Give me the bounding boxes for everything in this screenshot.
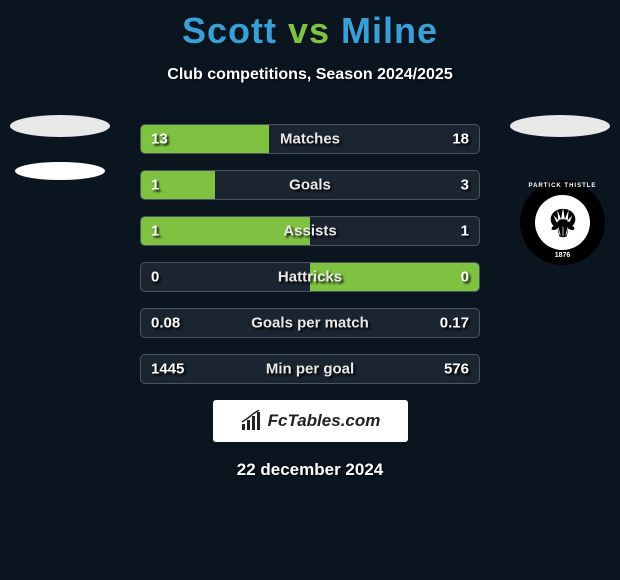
stat-row: 13 Matches 18	[140, 124, 480, 154]
stats-container: 13 Matches 18 1 Goals 3 1 Assists 1 0 Hattricks 0 0.…	[140, 124, 480, 384]
comparison-title: Scott vs Milne	[0, 0, 620, 52]
thistle-icon	[544, 204, 582, 242]
stat-value-right: 0	[461, 269, 469, 286]
vs-text: vs	[288, 10, 330, 51]
chart-icon	[240, 410, 262, 432]
stat-label: Matches	[280, 131, 340, 148]
stat-value-left: 0	[151, 269, 159, 286]
player1-name: Scott	[182, 10, 277, 51]
stat-value-right: 1	[461, 223, 469, 240]
stat-value-left: 0.08	[151, 315, 180, 332]
club-badge: PARTICK THISTLE 1876	[520, 180, 605, 265]
stat-value-left: 1	[151, 177, 159, 194]
player2-name: Milne	[341, 10, 438, 51]
placeholder-oval	[510, 115, 610, 137]
stat-value-left: 13	[151, 131, 168, 148]
stat-row: 1 Goals 3	[140, 170, 480, 200]
stat-label: Goals	[289, 177, 331, 194]
stat-label: Hattricks	[278, 269, 342, 286]
stat-label: Goals per match	[251, 315, 369, 332]
stat-label: Min per goal	[266, 361, 354, 378]
stat-row: 0.08 Goals per match 0.17	[140, 308, 480, 338]
footer-date: 22 december 2024	[0, 460, 620, 480]
stat-value-right: 0.17	[440, 315, 469, 332]
placeholder-oval	[10, 115, 110, 137]
stat-value-right: 576	[444, 361, 469, 378]
team-logo-right	[510, 115, 610, 165]
stat-value-left: 1445	[151, 361, 184, 378]
stat-value-right: 18	[452, 131, 469, 148]
stat-value-left: 1	[151, 223, 159, 240]
stat-row: 1445 Min per goal 576	[140, 354, 480, 384]
stat-row: 1 Assists 1	[140, 216, 480, 246]
stat-row: 0 Hattricks 0	[140, 262, 480, 292]
stat-label: Assists	[283, 223, 336, 240]
stat-value-right: 3	[461, 177, 469, 194]
brand-logo: FcTables.com	[213, 400, 408, 442]
placeholder-oval	[15, 162, 105, 180]
badge-club-name: PARTICK THISTLE	[529, 183, 597, 189]
badge-year: 1876	[555, 252, 571, 259]
subtitle: Club competitions, Season 2024/2025	[0, 66, 620, 84]
team-logo-left	[10, 115, 110, 165]
badge-inner	[535, 195, 590, 250]
brand-text: FcTables.com	[268, 411, 381, 431]
